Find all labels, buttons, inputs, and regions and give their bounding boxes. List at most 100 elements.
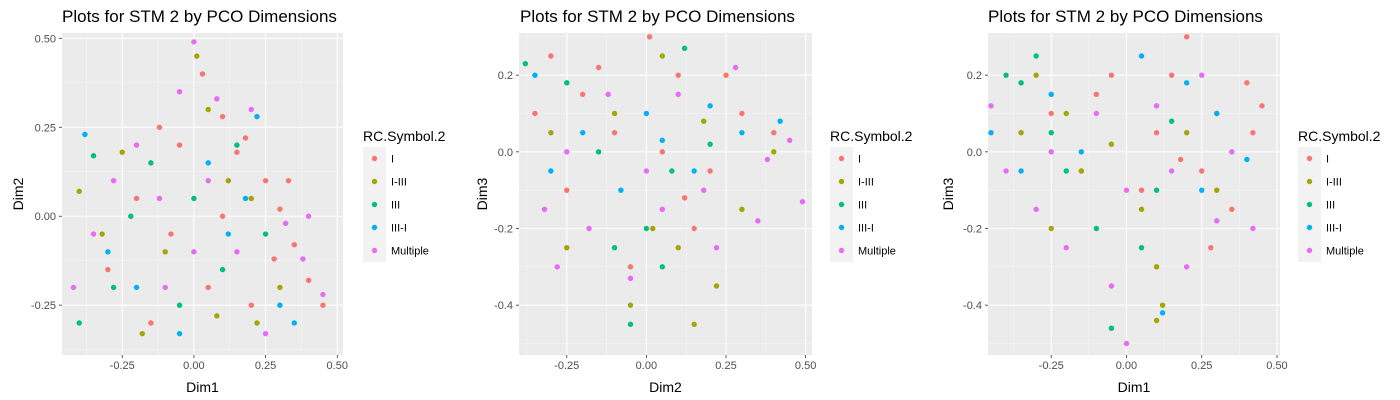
data-point-iii [669,168,675,174]
y-tick-label: 0.0 [967,147,982,159]
data-point-i [156,124,163,130]
x-tick-label: 0.25 [715,360,736,372]
legend-label: I [1326,154,1329,166]
data-point-i [1177,156,1184,163]
data-point-multiple [1183,264,1190,270]
data-point-iii [681,45,688,52]
data-point-i-iii [205,106,211,113]
data-point-i [1199,168,1205,174]
data-point-i [199,71,206,77]
data-point-multiple [234,249,240,255]
data-point-multiple [1033,206,1039,213]
data-point-i [1229,206,1235,213]
plot-panel-background [62,33,343,355]
data-point-i-iii [139,330,145,337]
data-point-multiple [659,206,666,213]
data-point-iii-i [242,195,249,202]
data-point-i [681,195,688,201]
data-point-multiple [191,249,197,255]
data-point-i [133,195,140,202]
chart-panel-3: -0.25 0.00 0.25 0.50 -0.4 -0.2 0.0 0.2 Plots for… [934,0,1400,400]
chart-svg-3: -0.25 0.00 0.25 0.50 -0.4 -0.2 0.0 0.2 Plots for… [940,7,1381,395]
data-point-iii [611,244,618,251]
data-point-i-iii [119,149,125,155]
legend-key-i-iii [1306,178,1313,185]
data-point-iii-i [1018,168,1024,174]
data-point-iii-i [548,168,554,174]
data-point-multiple [305,213,312,219]
data-point-i-iii [1153,264,1160,270]
data-point-i-iii [564,244,570,251]
data-point-iii [1153,187,1160,193]
data-point-iii-i [1244,156,1250,163]
data-point-multiple [1123,340,1130,347]
data-point-i-iii [194,53,200,59]
data-point-iii [1063,168,1069,174]
data-point-iii [1093,225,1100,232]
data-point-multiple [554,264,560,270]
legend-label: I-III [391,177,407,189]
x-tick-label: 0.25 [255,360,276,372]
data-point-i [234,149,240,155]
data-point-multiple [1229,149,1235,155]
legend-key-i [371,155,378,162]
data-point-iii-i [1138,53,1145,59]
data-point-iii-i [988,129,994,136]
data-point-i [564,187,570,193]
data-point-i [675,72,681,78]
legend-label: III [391,200,400,212]
data-point-iii-i [691,168,697,174]
data-point-i [723,72,729,78]
legend-label: III-I [1326,223,1342,235]
data-point-i-iii [254,320,260,326]
data-point-i [548,53,554,59]
data-point-iii-i [618,187,624,193]
data-point-i-iii [1063,110,1069,117]
data-point-i [291,242,297,248]
data-point-i [305,277,312,283]
data-point-multiple [205,177,211,184]
data-point-multiple [156,195,163,202]
legend-label: Multiple [391,246,429,258]
data-point-multiple [282,220,289,227]
legend-label: Multiple [1326,246,1364,258]
data-point-i [1259,103,1265,109]
chart-panel-1: -0.25 0.00 0.25 0.50 -0.25 0.00 0.25 0.50 Plots … [0,0,467,400]
data-point-multiple [1153,103,1160,109]
legend-key-iii [838,201,845,208]
data-point-i [285,177,292,184]
data-point-i [277,206,283,212]
chart-panel-2: -0.25 0.00 0.25 0.50 -0.4 -0.2 0.0 0.2 Plots for… [467,0,934,400]
data-point-iii-i [643,110,650,117]
x-tick-label: 0.50 [1266,360,1287,372]
data-point-iii [76,320,82,326]
y-tick-label: -0.2 [494,224,513,236]
y-axis-label: Dim2 [10,177,26,210]
data-point-i [1183,34,1190,40]
legend-label: I-III [1326,177,1342,189]
legend-key-iii [371,201,378,208]
data-point-i-iii [1078,168,1085,174]
y-tick-label: 0.2 [967,70,982,82]
data-point-i-iii [701,118,707,124]
data-point-i [176,142,183,148]
data-point-i [1168,72,1175,78]
data-point-iii-i [176,330,183,337]
legend-key-multiple [838,247,845,254]
data-point-i [105,266,111,273]
data-point-multiple [541,206,548,213]
data-point-multiple [627,275,634,282]
data-point-i [646,34,653,40]
data-point-i-iii [1159,302,1166,308]
data-point-i [262,177,269,184]
legend-label: III-I [858,223,874,235]
data-point-multiple [1108,283,1115,289]
data-point-multiple [320,291,326,298]
legend-key-i-iii [371,178,378,185]
legend-title: RC.Symbol.2 [1298,128,1381,144]
x-tick-label: -0.25 [110,360,135,372]
legend-title: RC.Symbol.2 [830,128,913,144]
data-point-iii [627,321,634,328]
data-point-iii-i [1214,110,1220,117]
data-point-multiple [643,168,650,174]
